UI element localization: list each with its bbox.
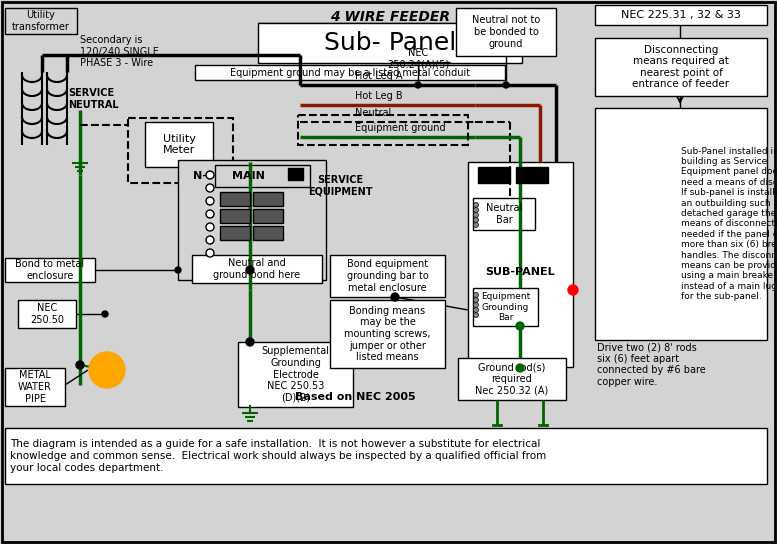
Text: Disconnecting
means required at
nearest point of
entrance of feeder: Disconnecting means required at nearest …	[632, 45, 730, 89]
Bar	[516, 167, 548, 183]
Circle shape	[415, 82, 421, 88]
Circle shape	[473, 213, 479, 218]
Text: METAL
WATER
PIPE: METAL WATER PIPE	[18, 370, 52, 404]
Text: SUB-PANEL: SUB-PANEL	[485, 267, 555, 277]
Bar	[595, 5, 767, 25]
Circle shape	[503, 82, 509, 88]
Bar	[192, 255, 322, 283]
Bar	[458, 358, 566, 400]
Circle shape	[516, 364, 524, 372]
Text: SERVICE
EQUIPMENT: SERVICE EQUIPMENT	[308, 175, 372, 196]
Bar	[595, 38, 767, 96]
Text: Based on NEC 2005: Based on NEC 2005	[294, 392, 416, 402]
Bar	[195, 65, 505, 80]
Text: N-: N-	[193, 171, 207, 181]
Text: Utility
Meter: Utility Meter	[162, 134, 196, 155]
Circle shape	[206, 223, 214, 231]
Circle shape	[473, 298, 479, 302]
Bar	[5, 368, 65, 406]
Circle shape	[246, 266, 254, 274]
Bar	[5, 428, 767, 484]
Bar	[595, 108, 767, 340]
Text: Neutral not to
be bonded to
ground: Neutral not to be bonded to ground	[472, 15, 540, 48]
Circle shape	[246, 338, 254, 346]
Circle shape	[175, 267, 181, 273]
Circle shape	[89, 352, 125, 388]
Text: Utility
transformer: Utility transformer	[12, 10, 70, 32]
Text: Secondary is
120/240 SINGLE
PHASE 3 - Wire: Secondary is 120/240 SINGLE PHASE 3 - Wi…	[80, 35, 159, 68]
Bar	[456, 8, 556, 56]
Bar	[253, 226, 283, 240]
Text: SERVICE
NEUTRAL: SERVICE NEUTRAL	[68, 88, 119, 109]
Circle shape	[473, 293, 479, 298]
Text: Neutral: Neutral	[355, 108, 392, 118]
Bar	[330, 300, 445, 368]
Circle shape	[516, 322, 524, 330]
Text: Sub-Panel installed in same
building as Service
Equipment panel does not
need a : Sub-Panel installed in same building as …	[681, 147, 777, 301]
Text: Bond to metal
enclosure: Bond to metal enclosure	[16, 259, 85, 281]
Text: The diagram is intended as a guide for a safe installation.  It is not however a: The diagram is intended as a guide for a…	[10, 440, 546, 473]
Circle shape	[102, 311, 108, 317]
Bar	[238, 342, 353, 407]
Text: NEC
250.50: NEC 250.50	[30, 303, 64, 325]
Circle shape	[206, 210, 214, 218]
Text: Sub- Panel: Sub- Panel	[324, 31, 456, 55]
Bar	[220, 192, 250, 206]
Circle shape	[391, 293, 399, 301]
Bar	[258, 23, 522, 63]
Circle shape	[473, 312, 479, 318]
Bar	[215, 165, 310, 187]
Circle shape	[473, 307, 479, 312]
Bar	[220, 209, 250, 223]
Bar	[298, 115, 468, 145]
Text: Neutral
Bar: Neutral Bar	[486, 203, 522, 225]
Text: Hot Leg A: Hot Leg A	[355, 71, 402, 81]
Text: NEC
250.24(A)(5): NEC 250.24(A)(5)	[387, 48, 449, 70]
Circle shape	[76, 361, 84, 369]
Text: Bonding means
may be the
mounting screws,
jumper or other
listed means: Bonding means may be the mounting screws…	[344, 306, 430, 362]
Circle shape	[206, 236, 214, 244]
Circle shape	[473, 218, 479, 222]
Bar	[478, 167, 510, 183]
Bar	[128, 118, 233, 183]
Circle shape	[473, 222, 479, 227]
Bar	[5, 8, 77, 34]
Bar	[288, 168, 303, 180]
Bar	[253, 209, 283, 223]
Text: Neutral and
ground bond here: Neutral and ground bond here	[214, 258, 301, 280]
Circle shape	[206, 249, 214, 257]
Text: Hot Leg B: Hot Leg B	[355, 91, 402, 101]
Bar	[330, 255, 445, 297]
Text: MAIN: MAIN	[232, 171, 264, 181]
Text: 4 WIRE FEEDER: 4 WIRE FEEDER	[330, 10, 450, 24]
Bar	[178, 160, 326, 280]
Bar	[5, 258, 95, 282]
Circle shape	[206, 197, 214, 205]
Bar	[473, 288, 538, 326]
Bar	[473, 198, 535, 230]
Text: Equipment
Grounding
Bar: Equipment Grounding Bar	[481, 292, 530, 322]
Bar	[145, 122, 213, 167]
Text: Equipment ground: Equipment ground	[355, 123, 446, 133]
Circle shape	[568, 285, 578, 295]
Circle shape	[206, 184, 214, 192]
Bar	[220, 226, 250, 240]
Bar	[253, 192, 283, 206]
Text: Bond equipment
grounding bar to
metal enclosure: Bond equipment grounding bar to metal en…	[347, 259, 428, 293]
Text: Ground rod(s)
required
Nec 250.32 (A): Ground rod(s) required Nec 250.32 (A)	[476, 362, 549, 395]
Text: Equipment ground may be a listed metal conduit: Equipment ground may be a listed metal c…	[230, 67, 470, 77]
Bar	[468, 162, 573, 367]
Bar	[18, 300, 76, 328]
Text: Supplemental
Grounding
Electrode
NEC 250.53
(D)(2): Supplemental Grounding Electrode NEC 250…	[262, 347, 329, 403]
Circle shape	[206, 171, 214, 179]
Text: Drive two (2) 8' rods
six (6) feet apart
connected by #6 bare
copper wire.: Drive two (2) 8' rods six (6) feet apart…	[597, 342, 706, 387]
Circle shape	[473, 302, 479, 307]
Circle shape	[473, 202, 479, 207]
Circle shape	[473, 207, 479, 213]
Text: NEC 225.31 , 32 & 33: NEC 225.31 , 32 & 33	[621, 10, 741, 20]
